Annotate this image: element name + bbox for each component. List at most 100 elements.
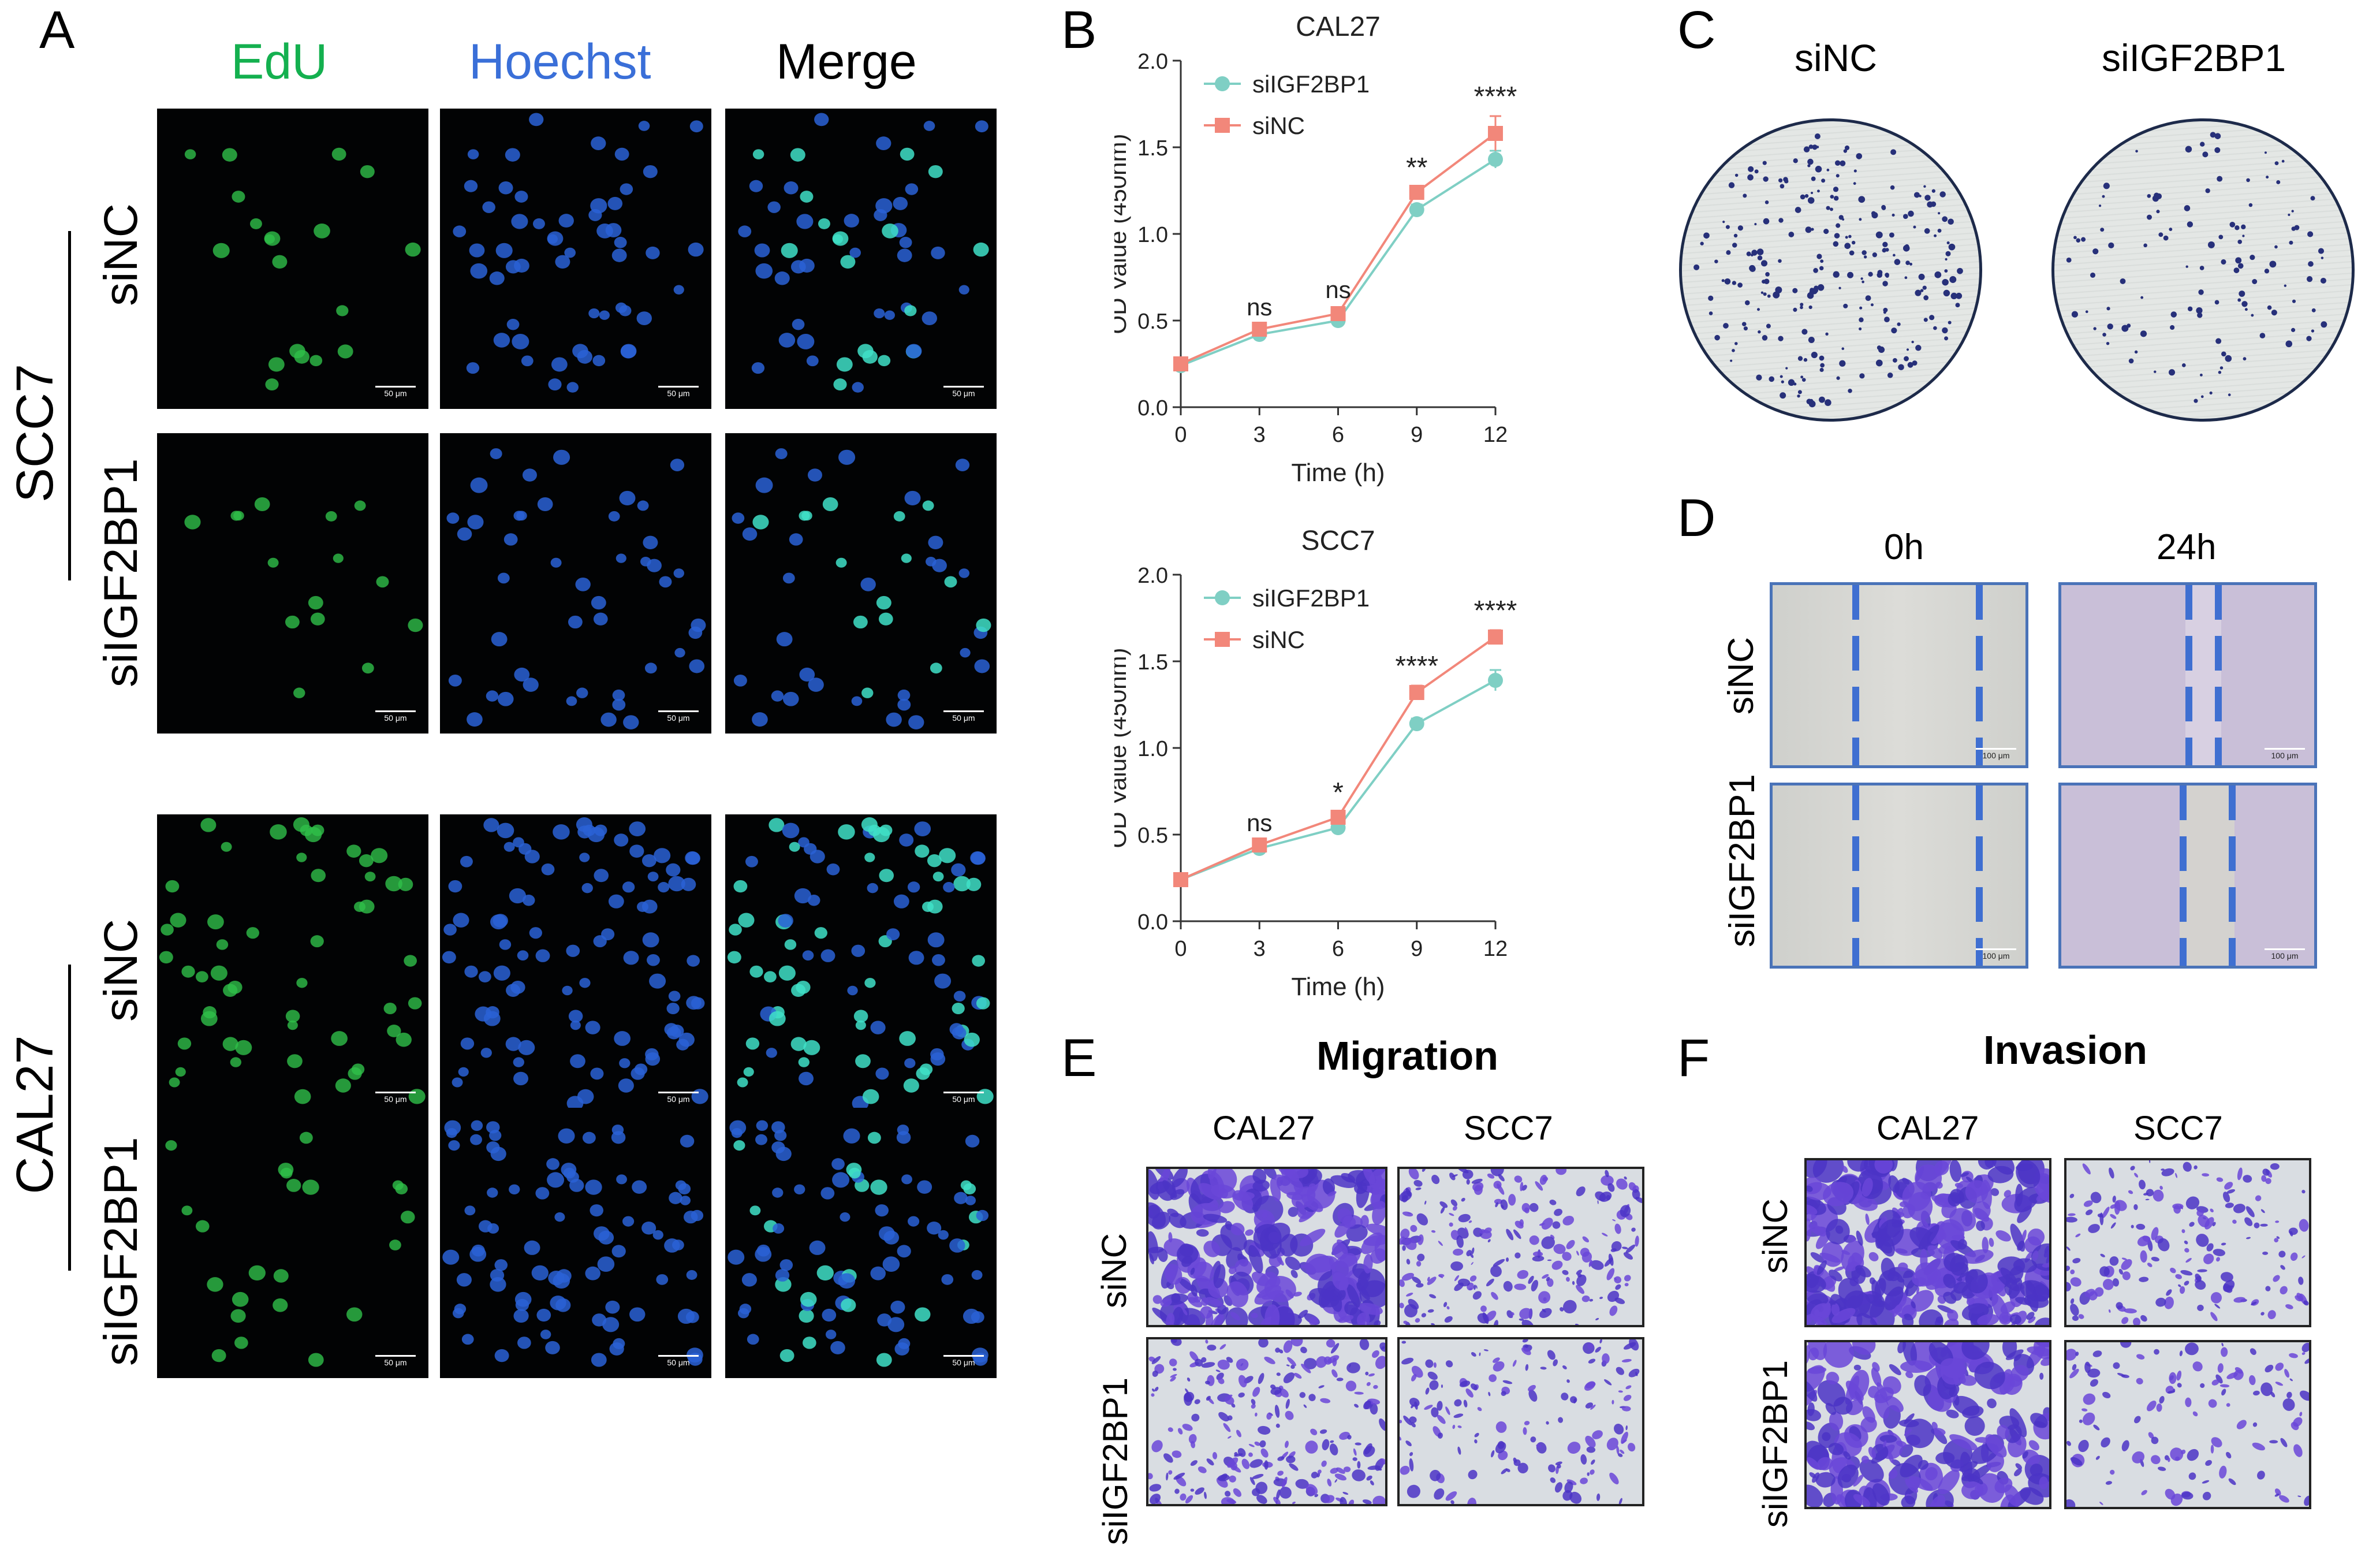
colony-dot — [2219, 366, 2224, 370]
colony-dot — [1737, 225, 1743, 231]
stained-cell — [1324, 1495, 1335, 1503]
stained-cell — [1853, 1494, 1871, 1506]
colony-dot — [1767, 294, 1771, 298]
stained-cell — [2004, 1484, 2021, 1507]
stained-cell — [2304, 1358, 2309, 1364]
stained-cell — [2088, 1224, 2100, 1233]
stained-cell — [1258, 1373, 1264, 1384]
colony-dot — [1819, 355, 1825, 361]
stained-cell — [2165, 1488, 2176, 1500]
stained-cell — [1289, 1463, 1299, 1471]
stained-cell — [2015, 1297, 2032, 1305]
series-line-siNC — [1180, 132, 1497, 365]
stained-cell — [1262, 1211, 1268, 1218]
colony-dot — [1862, 250, 1867, 255]
stained-cell — [1229, 1266, 1237, 1275]
colony-dot — [1942, 327, 1948, 334]
stained-cell — [1902, 1313, 1914, 1325]
stained-cell — [1622, 1406, 1631, 1412]
stained-cell — [1459, 1380, 1471, 1387]
stained-cell — [1470, 1383, 1478, 1390]
colony-dot — [1934, 234, 1937, 237]
stained-cell — [1206, 1297, 1223, 1307]
colony-dot — [2140, 296, 2144, 299]
stained-cell — [1253, 1224, 1282, 1252]
y-axis-label: OD Value (450nm) — [1114, 647, 1131, 848]
colony-dot — [1906, 348, 1909, 351]
stained-cell — [1326, 1339, 1336, 1348]
stained-cell — [1511, 1312, 1514, 1316]
stained-cell — [1883, 1376, 1901, 1394]
stained-cell — [2233, 1297, 2246, 1303]
stained-cell — [1843, 1451, 1851, 1460]
colony-dot — [2085, 310, 2088, 314]
colony-dot — [2169, 228, 2173, 231]
row-label-cal27-sinc: siNC — [95, 919, 147, 1022]
stained-cell — [2226, 1403, 2230, 1407]
stained-cell — [1180, 1493, 1187, 1501]
stained-cell — [1572, 1280, 1575, 1285]
colony-dot — [1749, 266, 1756, 272]
colony-dot — [2185, 146, 2192, 153]
stained-cell — [1198, 1183, 1222, 1200]
colony-dot — [1775, 286, 1782, 293]
colony-dot — [1858, 196, 1866, 203]
stained-cell — [2040, 1356, 2049, 1366]
colony-dot — [1833, 196, 1839, 201]
stained-cell — [1570, 1396, 1577, 1403]
stained-cell — [1227, 1394, 1233, 1398]
colony-dot — [2228, 393, 2231, 396]
stained-cell — [2276, 1236, 2280, 1239]
colony-dot — [1765, 200, 1769, 204]
stained-cell — [1497, 1440, 1505, 1449]
stained-cell — [2013, 1258, 2038, 1273]
colony-dot — [1800, 306, 1803, 310]
stained-cell — [1449, 1213, 1454, 1216]
stained-cell — [2028, 1316, 2036, 1324]
stained-cell — [1616, 1446, 1620, 1455]
colony-dot — [1836, 174, 1840, 178]
colony-dot — [2185, 265, 2188, 268]
micrograph-scc7-siigf2bp1-edu: 50 μm — [157, 433, 428, 734]
colony-dot — [1760, 260, 1768, 267]
colony-dot — [1923, 295, 1929, 300]
colony-dot — [1834, 160, 1841, 166]
stained-cell — [1566, 1239, 1575, 1249]
colony-dot — [1823, 228, 1829, 234]
stained-cell — [2009, 1314, 2021, 1324]
stained-cell — [1416, 1283, 1424, 1288]
stained-cell — [1826, 1372, 1840, 1385]
stained-cell — [2015, 1463, 2023, 1470]
colony-dot — [1756, 374, 1762, 381]
stained-cell — [1949, 1160, 1962, 1182]
scale-bar: 50 μm — [658, 386, 699, 398]
stained-cell — [1609, 1472, 1619, 1484]
colony-dot — [1743, 326, 1748, 331]
stained-cell — [1519, 1318, 1524, 1321]
stained-cell — [1188, 1434, 1197, 1444]
stained-cell — [1190, 1488, 1195, 1492]
stained-cell — [1861, 1455, 1870, 1464]
stained-cell — [1277, 1456, 1285, 1461]
data-point-siNC — [1330, 810, 1346, 825]
stained-cell — [2299, 1412, 2303, 1417]
stained-cell — [2215, 1374, 2223, 1384]
stained-cell — [2110, 1213, 2117, 1219]
stained-cell — [1543, 1297, 1547, 1301]
stained-cell — [2072, 1258, 2081, 1264]
micrograph-cal27-sinc-hoechst: 50 μm — [440, 814, 711, 1115]
panel-letter-d: D — [1677, 489, 1716, 548]
colony-dot — [1897, 322, 1901, 326]
stained-cell — [1532, 1251, 1543, 1257]
stained-cell — [1452, 1424, 1456, 1429]
stained-cell — [1190, 1397, 1193, 1401]
stained-cell — [2214, 1304, 2221, 1309]
colony-dot — [1817, 284, 1825, 291]
stained-cell — [1454, 1399, 1462, 1407]
stained-cell — [1258, 1425, 1271, 1435]
colony-dot — [2308, 261, 2314, 267]
colony-dot — [1946, 241, 1950, 245]
stained-cell — [1469, 1275, 1477, 1282]
colony-dot — [1830, 207, 1833, 211]
stained-cell — [1901, 1495, 1916, 1507]
